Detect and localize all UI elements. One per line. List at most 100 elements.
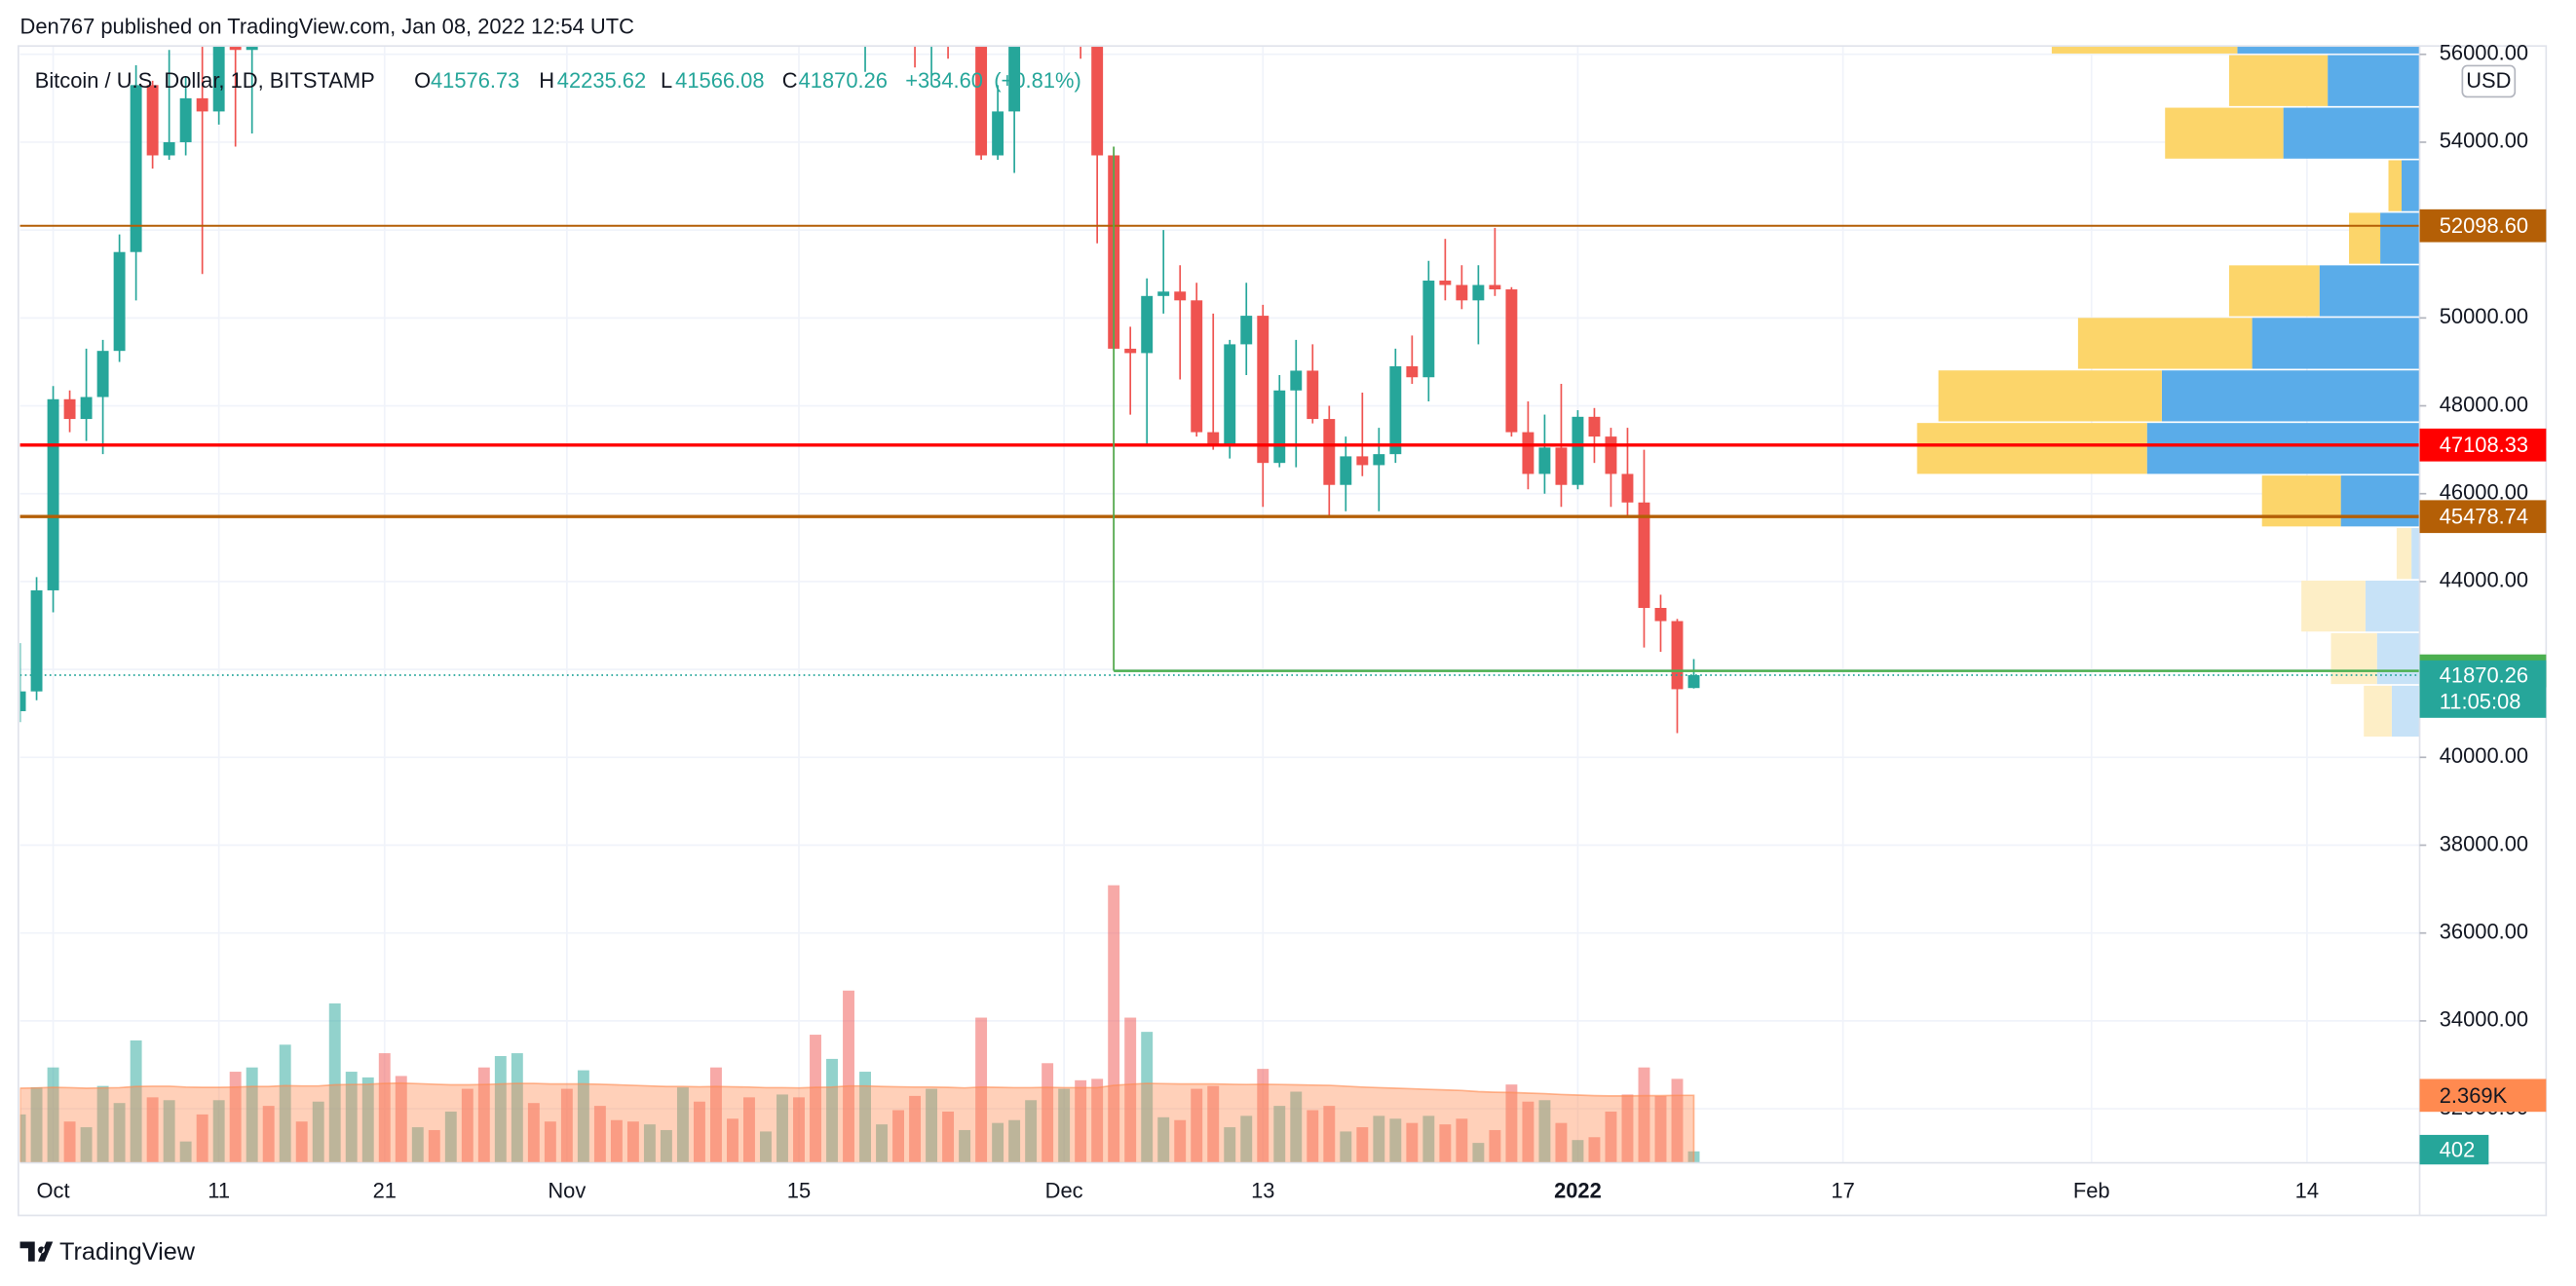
volume-bar	[494, 1055, 507, 1163]
volume-bar	[975, 1017, 988, 1163]
y-tick-label: 46000.00	[2440, 480, 2528, 505]
profile-down	[2364, 685, 2392, 738]
volume-bar	[47, 1067, 59, 1163]
candle-body	[1422, 281, 1435, 378]
profile-up	[2252, 318, 2420, 369]
legend-low: 41566.08	[675, 68, 764, 93]
volume-bar	[1157, 1116, 1170, 1163]
volume-bar	[1472, 1143, 1485, 1163]
candle-body	[1406, 365, 1419, 378]
candle-body	[1671, 621, 1684, 690]
candle-body	[1340, 456, 1352, 485]
candle-body	[212, 46, 225, 112]
volume-bar	[1075, 1079, 1087, 1163]
candle-body	[1505, 289, 1518, 433]
volume-bar	[63, 1121, 76, 1163]
candle-body	[1290, 370, 1303, 391]
volume-bar	[511, 1053, 523, 1163]
x-tick-label: 11	[208, 1179, 230, 1203]
volume-bar	[1025, 1100, 1038, 1163]
volume-bar	[1207, 1085, 1220, 1163]
volume-bar	[1141, 1032, 1154, 1163]
profile-up	[2328, 55, 2420, 106]
candle-body	[80, 397, 93, 420]
candle-body	[1257, 316, 1269, 464]
candle-body	[1621, 473, 1634, 503]
currency-box	[2461, 64, 2517, 98]
volume-bar	[676, 1087, 689, 1163]
y-tick-label: 40000.00	[2440, 743, 2528, 768]
candle-body	[1307, 370, 1319, 420]
currency: USD	[2466, 68, 2511, 93]
volume-bar	[19, 1114, 26, 1163]
volume-bar	[709, 1067, 722, 1163]
profile-down	[2349, 212, 2381, 264]
legend-h: H	[539, 68, 554, 93]
x-tick-label: Nov	[548, 1179, 586, 1203]
candle-body	[975, 46, 988, 156]
volume-bar	[1323, 1106, 1336, 1163]
candle-body	[1654, 607, 1667, 622]
candle-body	[1240, 316, 1253, 345]
legend-change-pct: (+0.81%)	[994, 68, 1080, 93]
profile-down	[2396, 528, 2412, 580]
volume-bar	[992, 1122, 1004, 1163]
candle-body	[19, 691, 26, 711]
legend: Bitcoin / U.S. Dollar, 1D, BITSTAMP O 41…	[35, 68, 1081, 93]
volume-bar	[113, 1103, 126, 1163]
volume-bar	[810, 1035, 821, 1163]
candle-body	[146, 85, 159, 156]
volume-bar	[361, 1077, 374, 1163]
y-tick-label: 54000.00	[2440, 129, 2528, 153]
brand-logo: TradingView	[19, 1238, 196, 1266]
candle-body	[992, 111, 1004, 156]
volume-profile	[1916, 46, 2420, 738]
profile-up	[2237, 46, 2420, 54]
volume-bar	[96, 1085, 109, 1163]
volume-bar	[610, 1119, 623, 1163]
legend-o: O	[414, 68, 431, 93]
time-axis	[19, 1162, 2420, 1216]
volume-bar	[1439, 1124, 1452, 1163]
volume-bar	[345, 1072, 358, 1163]
volume-bar	[461, 1088, 474, 1163]
grid	[19, 46, 2420, 1163]
candle-body	[1157, 291, 1170, 296]
x-tick-label: 17	[1831, 1179, 1854, 1203]
profile-down	[2051, 46, 2238, 54]
volume-bar	[80, 1127, 93, 1163]
volume-bar	[1042, 1063, 1054, 1163]
volume-bar	[1307, 1110, 1319, 1163]
volume-bar	[1505, 1084, 1518, 1163]
volume-bar	[527, 1103, 540, 1163]
volume-ma-area	[19, 1081, 1695, 1163]
volume-bar	[1224, 1127, 1236, 1163]
y-tick-label: 56000.00	[2440, 41, 2528, 65]
volume-bar	[212, 1100, 225, 1163]
candle-body	[163, 141, 175, 156]
candle-body	[1522, 432, 1534, 474]
volume-bar	[560, 1088, 573, 1163]
candle-body	[1191, 300, 1203, 433]
volume-bar	[1174, 1119, 1187, 1163]
volume-bar	[1273, 1106, 1286, 1163]
price-label: 41870.26	[2440, 662, 2528, 687]
profile-down	[2228, 265, 2320, 317]
candle-body	[1687, 674, 1700, 689]
volume-bar	[1191, 1088, 1203, 1163]
price-badge	[2419, 660, 2547, 718]
volume-bar	[1340, 1131, 1352, 1163]
candle-body	[130, 85, 142, 252]
legend-l: L	[661, 68, 672, 93]
profile-down	[2330, 632, 2377, 685]
volume-bar	[693, 1101, 705, 1163]
candle-body	[1439, 281, 1452, 285]
volume-bar	[30, 1087, 43, 1163]
x-tick-label: Dec	[1045, 1179, 1083, 1203]
profile-up	[2376, 632, 2420, 685]
volume-bar	[892, 1110, 905, 1163]
volume-bar	[395, 1076, 407, 1163]
volume-bar	[544, 1121, 556, 1163]
y-tick-label: 50000.00	[2440, 304, 2528, 328]
volume-bar	[826, 1058, 838, 1163]
